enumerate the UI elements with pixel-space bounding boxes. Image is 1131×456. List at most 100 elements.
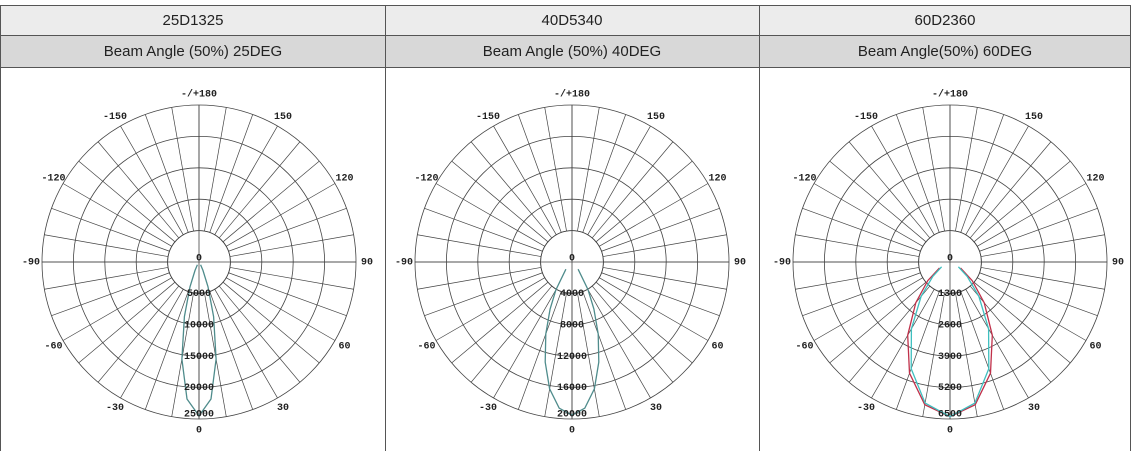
- spoke: [602, 267, 727, 290]
- header-row: [0, 5, 1131, 35]
- spoke: [451, 281, 549, 364]
- spoke: [544, 107, 567, 232]
- angle-label: 60: [1089, 342, 1101, 353]
- spoke: [451, 160, 549, 243]
- spoke: [848, 141, 931, 239]
- spoke: [577, 292, 600, 417]
- angle-label: -60: [417, 342, 435, 353]
- radial-tick-label: 2600: [938, 320, 962, 331]
- spoke: [829, 160, 927, 243]
- angle-label: 150: [274, 112, 292, 123]
- spoke: [595, 281, 693, 364]
- spoke: [802, 272, 921, 317]
- angle-label: -60: [44, 342, 62, 353]
- angle-label: 60: [711, 342, 723, 353]
- spoke: [587, 289, 651, 399]
- spoke: [813, 277, 923, 341]
- spoke: [595, 160, 693, 243]
- spoke: [795, 267, 920, 290]
- radial-tick-label: 3900: [938, 352, 962, 363]
- spoke: [214, 125, 278, 235]
- spoke: [517, 114, 562, 233]
- spoke: [599, 277, 709, 341]
- angle-label: -60: [795, 342, 813, 353]
- spoke: [973, 281, 1071, 364]
- radial-tick-label: 12000: [557, 352, 587, 363]
- angle-label: -90: [395, 258, 413, 269]
- spoke: [97, 141, 180, 239]
- angle-label: 120: [1086, 174, 1104, 185]
- spoke: [51, 272, 170, 317]
- spoke: [222, 281, 320, 364]
- spoke: [922, 107, 945, 232]
- spoke: [601, 207, 720, 252]
- spoke: [44, 267, 169, 290]
- spoke: [980, 267, 1105, 290]
- subheader-cell: Beam Angle(50%) 60DEG: [858, 43, 1032, 60]
- radial-tick-label: 5000: [187, 289, 211, 300]
- radial-tick-label: 5200: [938, 383, 962, 394]
- spoke: [228, 207, 347, 252]
- angle-label: 150: [647, 112, 665, 123]
- spoke: [895, 291, 940, 410]
- spoke: [599, 183, 709, 247]
- angle-label: -/+180: [181, 89, 217, 101]
- angle-label: 120: [708, 174, 726, 185]
- angle-label: -120: [792, 174, 816, 185]
- radial-tick-label: 10000: [184, 320, 214, 331]
- intensity-curve: [181, 264, 217, 418]
- spoke: [62, 277, 172, 341]
- spoke: [871, 289, 935, 399]
- radial-tick-label: 20000: [557, 410, 587, 421]
- radial-tick-label: 1300: [938, 289, 962, 300]
- spoke: [969, 141, 1052, 239]
- radial-tick-label: 15000: [184, 352, 214, 363]
- spoke: [601, 272, 720, 317]
- spoke: [218, 285, 301, 383]
- spoke: [62, 183, 172, 247]
- angle-label: -90: [22, 258, 40, 269]
- spoke: [44, 234, 169, 257]
- spoke: [544, 292, 567, 417]
- spoke: [955, 292, 978, 417]
- spoke: [417, 267, 542, 290]
- spoke: [965, 125, 1029, 235]
- angle-label: 60: [338, 342, 350, 353]
- spoke: [435, 183, 545, 247]
- angle-label: -120: [414, 174, 438, 185]
- spoke: [435, 277, 545, 341]
- radial-tick-label: 0: [196, 254, 202, 265]
- spoke: [955, 107, 978, 232]
- spoke: [871, 125, 935, 235]
- spoke: [977, 277, 1087, 341]
- subheader-cell: Beam Angle (50%) 40DEG: [483, 43, 661, 60]
- spoke: [144, 114, 189, 233]
- angle-label: 0: [947, 426, 953, 437]
- angle-label: 30: [1028, 403, 1040, 414]
- spoke: [587, 125, 651, 235]
- intensity-curve: [910, 266, 990, 418]
- spoke: [78, 281, 176, 364]
- spoke: [424, 207, 543, 252]
- spoke: [209, 291, 254, 410]
- angle-label: -/+180: [554, 89, 590, 101]
- spoke: [417, 234, 542, 257]
- angle-label: -/+180: [932, 89, 968, 101]
- subheader-cell: Beam Angle (50%) 25DEG: [104, 43, 282, 60]
- spoke: [979, 272, 1098, 317]
- angle-label: 90: [734, 258, 746, 269]
- spoke: [582, 114, 627, 233]
- angle-label: 90: [361, 258, 373, 269]
- spoke: [813, 183, 923, 247]
- spoke: [144, 291, 189, 410]
- radial-tick-label: 8000: [560, 320, 584, 331]
- spoke: [226, 183, 336, 247]
- spoke: [97, 285, 180, 383]
- radial-tick-label: 16000: [557, 383, 587, 394]
- spoke: [795, 234, 920, 257]
- intensity-curve: [544, 268, 600, 416]
- angle-label: 90: [1112, 258, 1124, 269]
- spoke: [218, 141, 301, 239]
- spoke: [582, 291, 627, 410]
